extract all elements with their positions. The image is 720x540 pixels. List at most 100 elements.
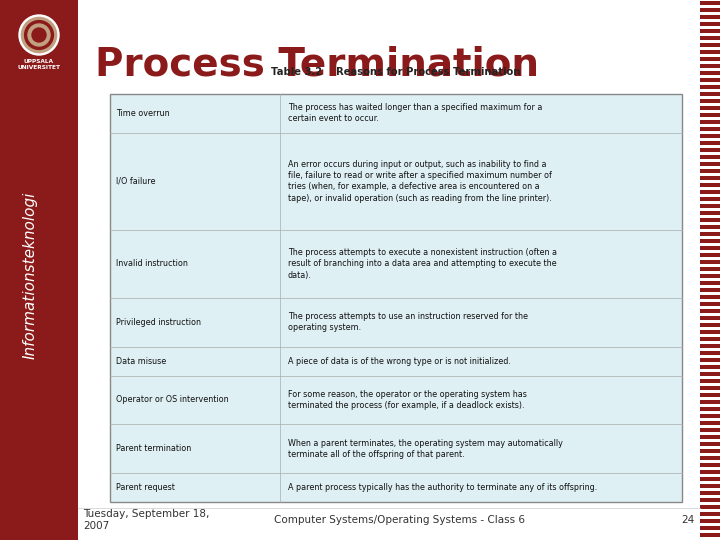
Circle shape [32,28,46,42]
Bar [700,460,720,463]
Text: Tuesday, September 18,
2007: Tuesday, September 18, 2007 [83,509,210,531]
Text: A parent process typically has the authority to terminate any of its offspring.: A parent process typically has the autho… [288,483,598,492]
Text: Operator or OS intervention: Operator or OS intervention [116,395,229,404]
Text: Parent termination: Parent termination [116,444,192,453]
Bar [0,0,78,540]
Bar [700,306,720,309]
Bar [700,530,720,533]
Bar [700,103,720,106]
Bar [700,446,720,449]
Bar [700,348,720,351]
Bar [700,39,720,43]
Bar [700,117,720,120]
Bar [700,0,720,1]
Bar [700,242,720,246]
Bar [700,11,720,15]
Bar [700,53,720,57]
Bar [700,382,720,386]
Bar [700,509,720,512]
Bar [700,145,720,148]
Bar [700,207,720,211]
Text: The process has waited longer than a specified maximum for a
certain event to oc: The process has waited longer than a spe… [288,103,542,124]
Bar [700,179,720,183]
Bar [700,474,720,477]
Bar [700,124,720,127]
Bar [700,25,720,29]
Bar [700,131,720,134]
Bar [700,165,720,169]
Bar [700,410,720,414]
Text: When a parent terminates, the operating system may automatically
terminate all o: When a parent terminates, the operating … [288,438,563,458]
Bar [700,214,720,218]
Bar [700,403,720,407]
Bar [700,89,720,92]
Bar [700,375,720,379]
Text: UPPSALA
UNIVERSITET: UPPSALA UNIVERSITET [17,59,60,70]
Bar [700,292,720,295]
Bar [700,354,720,358]
Bar [700,516,720,519]
Text: Time overrun: Time overrun [116,109,170,118]
Bar [700,96,720,99]
Bar [700,299,720,302]
Bar [700,481,720,484]
Bar [700,424,720,428]
Text: A piece of data is of the wrong type or is not initialized.: A piece of data is of the wrong type or … [288,356,511,366]
Bar [700,256,720,260]
Circle shape [22,17,57,52]
Bar [700,278,720,281]
Bar [700,453,720,456]
Bar [700,285,720,288]
Bar [700,138,720,141]
Bar [700,467,720,470]
Bar [700,341,720,344]
Bar [700,82,720,85]
Bar [700,417,720,421]
Bar [700,327,720,330]
Bar [700,368,720,372]
Text: For some reason, the operator or the operating system has
terminated the process: For some reason, the operator or the ope… [288,390,527,410]
Bar [700,389,720,393]
Bar [700,60,720,64]
Bar [700,172,720,176]
Bar [700,75,720,78]
Bar [700,488,720,491]
Bar [700,110,720,113]
Text: Table 3.2    Reasons for Process Termination: Table 3.2 Reasons for Process Terminatio… [271,67,521,77]
Bar [110,94,682,502]
Bar [700,502,720,505]
Bar [700,334,720,337]
Text: I/O failure: I/O failure [116,177,156,186]
Bar [700,193,720,197]
Bar [700,186,720,190]
Text: The process attempts to use an instruction reserved for the
operating system.: The process attempts to use an instructi… [288,312,528,332]
Text: Process Termination: Process Termination [95,46,539,84]
Bar [700,537,720,540]
Bar [700,396,720,400]
Circle shape [24,21,53,49]
Bar [700,32,720,36]
Bar [700,0,720,540]
Circle shape [28,24,50,46]
Bar [700,264,720,267]
Bar [700,271,720,274]
Bar [700,249,720,253]
Bar [700,320,720,323]
Bar [700,4,720,8]
Text: Data misuse: Data misuse [116,356,166,366]
Bar [700,235,720,239]
Bar [700,228,720,232]
Text: Computer Systems/Operating Systems - Class 6: Computer Systems/Operating Systems - Cla… [274,515,526,525]
Bar [700,68,720,71]
Text: An error occurs during input or output, such as inability to find a
file, failur: An error occurs during input or output, … [288,160,552,202]
Bar [700,159,720,162]
Text: Invalid instruction: Invalid instruction [116,260,188,268]
Bar [700,361,720,365]
Bar [700,431,720,435]
Text: The process attempts to execute a nonexistent instruction (often a
result of bra: The process attempts to execute a nonexi… [288,248,557,280]
Bar [700,495,720,498]
Bar [700,200,720,204]
Bar [700,46,720,50]
Text: 24: 24 [682,515,695,525]
Bar [700,221,720,225]
